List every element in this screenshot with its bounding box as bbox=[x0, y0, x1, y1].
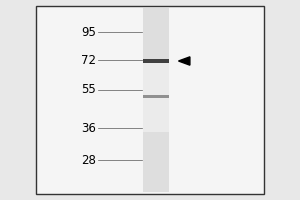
Bar bbox=[143, 95, 169, 100]
Bar bbox=[143, 146, 169, 151]
Text: 28: 28 bbox=[81, 154, 96, 166]
Bar bbox=[143, 164, 169, 169]
Bar bbox=[143, 182, 169, 187]
Bar bbox=[143, 169, 169, 174]
Bar bbox=[143, 95, 169, 98]
Bar bbox=[143, 123, 169, 128]
Bar bbox=[143, 63, 169, 68]
Bar bbox=[143, 132, 169, 137]
Bar bbox=[143, 150, 169, 155]
Bar bbox=[143, 21, 169, 26]
Bar bbox=[143, 155, 169, 160]
Bar bbox=[143, 118, 169, 123]
Bar bbox=[143, 59, 169, 63]
Polygon shape bbox=[178, 57, 190, 65]
Bar bbox=[143, 44, 169, 49]
Bar bbox=[143, 90, 169, 95]
Bar bbox=[143, 54, 169, 59]
Bar bbox=[143, 86, 169, 91]
Bar bbox=[143, 136, 169, 141]
Bar bbox=[143, 81, 169, 86]
Bar bbox=[143, 173, 169, 178]
Bar bbox=[143, 159, 169, 164]
Bar bbox=[143, 178, 169, 183]
Bar bbox=[143, 104, 169, 109]
Bar bbox=[143, 141, 169, 146]
Text: 95: 95 bbox=[81, 25, 96, 38]
Bar bbox=[143, 100, 169, 105]
Text: 36: 36 bbox=[81, 121, 96, 134]
Bar bbox=[143, 187, 169, 192]
Text: 72: 72 bbox=[81, 53, 96, 66]
Bar bbox=[143, 77, 169, 82]
Bar bbox=[143, 58, 169, 63]
Bar bbox=[143, 8, 169, 13]
Bar bbox=[143, 26, 169, 31]
Bar bbox=[143, 49, 169, 54]
Bar bbox=[143, 72, 169, 77]
Bar bbox=[143, 109, 169, 114]
Bar bbox=[143, 35, 169, 40]
Bar bbox=[143, 31, 169, 36]
Text: 55: 55 bbox=[81, 83, 96, 96]
Bar bbox=[143, 17, 169, 22]
Bar bbox=[36, 6, 264, 194]
Bar bbox=[143, 127, 169, 132]
Bar bbox=[143, 67, 169, 72]
Bar bbox=[143, 8, 169, 192]
Bar bbox=[143, 12, 169, 17]
Bar bbox=[143, 40, 169, 45]
Bar bbox=[143, 113, 169, 118]
